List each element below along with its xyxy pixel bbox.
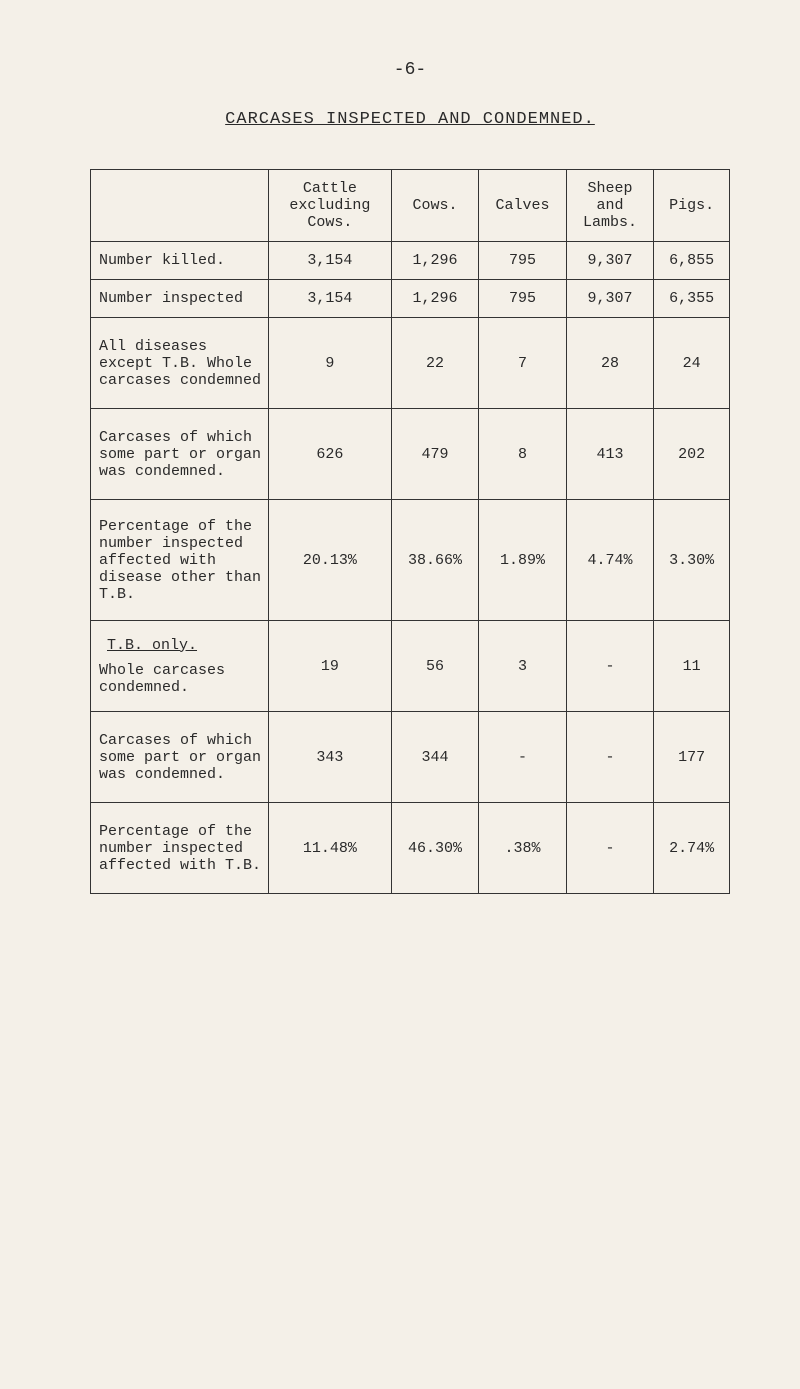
cell: 3.30% (654, 500, 730, 621)
document-page: -6- CARCASES INSPECTED AND CONDEMNED. Ca… (0, 0, 800, 934)
cell: 3,154 (269, 280, 392, 318)
table-row: Percentage of the number inspected affec… (91, 500, 730, 621)
row-label: Number inspected (91, 280, 269, 318)
cell: 2.74% (654, 803, 730, 894)
row-label: Carcases of which some part or organ was… (91, 409, 269, 500)
row-label: All diseases except T.B. Whole carcases … (91, 318, 269, 409)
table-row: Carcases of which some part or organ was… (91, 409, 730, 500)
cell: 9,307 (566, 280, 653, 318)
cell: 1.89% (479, 500, 566, 621)
cell: - (566, 712, 653, 803)
cell: - (479, 712, 566, 803)
table-row: Percentage of the number inspected affec… (91, 803, 730, 894)
row-label: Carcases of which some part or organ was… (91, 712, 269, 803)
page-title: CARCASES INSPECTED AND CONDEMNED. (90, 110, 730, 129)
header-cattle: Cattle excluding Cows. (269, 170, 392, 242)
cell: 1,296 (391, 280, 478, 318)
cell: 46.30% (391, 803, 478, 894)
table-row: Number killed. 3,154 1,296 795 9,307 6,8… (91, 242, 730, 280)
table-row: Number inspected 3,154 1,296 795 9,307 6… (91, 280, 730, 318)
cell: - (566, 803, 653, 894)
cell: 3 (479, 621, 566, 712)
header-pigs: Pigs. (654, 170, 730, 242)
table-row: Carcases of which some part or organ was… (91, 712, 730, 803)
cell: 479 (391, 409, 478, 500)
cell: 19 (269, 621, 392, 712)
cell: 9 (269, 318, 392, 409)
cell: - (566, 621, 653, 712)
cell: 795 (479, 280, 566, 318)
header-blank (91, 170, 269, 242)
table-row: All diseases except T.B. Whole carcases … (91, 318, 730, 409)
cell: 1,296 (391, 242, 478, 280)
section-heading: T.B. only. (99, 637, 264, 654)
cell: 24 (654, 318, 730, 409)
cell: 20.13% (269, 500, 392, 621)
page-number: -6- (90, 60, 730, 80)
header-cows: Cows. (391, 170, 478, 242)
cell: 795 (479, 242, 566, 280)
row-label: Number killed. (91, 242, 269, 280)
header-calves: Calves (479, 170, 566, 242)
cell: .38% (479, 803, 566, 894)
cell: 11 (654, 621, 730, 712)
cell: 7 (479, 318, 566, 409)
table-row: T.B. only. Whole carcases condemned. 19 … (91, 621, 730, 712)
cell: 9,307 (566, 242, 653, 280)
carcases-table: Cattle excluding Cows. Cows. Calves Shee… (90, 169, 730, 894)
cell: 202 (654, 409, 730, 500)
cell: 6,855 (654, 242, 730, 280)
row-label: T.B. only. Whole carcases condemned. (91, 621, 269, 712)
cell: 626 (269, 409, 392, 500)
cell: 177 (654, 712, 730, 803)
cell: 11.48% (269, 803, 392, 894)
cell: 22 (391, 318, 478, 409)
cell: 8 (479, 409, 566, 500)
cell: 56 (391, 621, 478, 712)
cell: 343 (269, 712, 392, 803)
cell: 6,355 (654, 280, 730, 318)
row-sublabel: Whole carcases condemned. (99, 662, 264, 696)
cell: 344 (391, 712, 478, 803)
header-sheep: Sheep and Lambs. (566, 170, 653, 242)
cell: 4.74% (566, 500, 653, 621)
row-label: Percentage of the number inspected affec… (91, 803, 269, 894)
cell: 3,154 (269, 242, 392, 280)
cell: 38.66% (391, 500, 478, 621)
header-row: Cattle excluding Cows. Cows. Calves Shee… (91, 170, 730, 242)
cell: 413 (566, 409, 653, 500)
row-label: Percentage of the number inspected affec… (91, 500, 269, 621)
cell: 28 (566, 318, 653, 409)
